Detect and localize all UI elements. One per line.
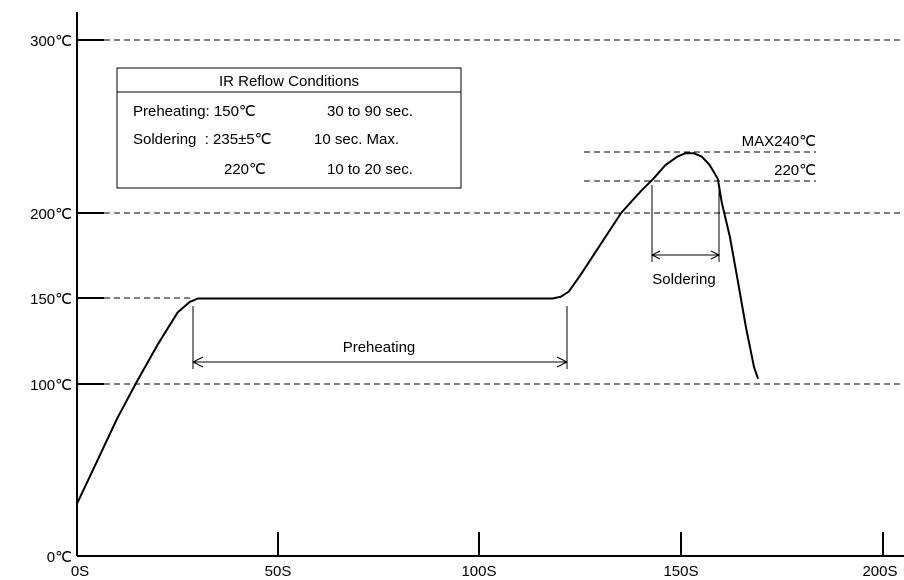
soldering-label: Soldering — [652, 271, 715, 288]
y-tick-labels: 300℃ 200℃ 150℃ 100℃ 0℃ — [30, 33, 72, 566]
y-tick-label-200: 200℃ — [30, 206, 72, 223]
reference-label-220: 220℃ — [774, 162, 816, 179]
conditions-row-1-value: 30 to 90 sec. — [327, 103, 413, 120]
y-ticks — [77, 39, 104, 385]
y-tick-label-100: 100℃ — [30, 377, 72, 394]
gridlines — [104, 39, 904, 385]
preheating-arrow-right-head — [556, 356, 569, 368]
conditions-title: IR Reflow Conditions — [219, 73, 359, 90]
x-tick-label-0: 0S — [71, 563, 89, 580]
reference-label-max240: MAX240℃ — [742, 133, 816, 150]
x-tick-label-100: 100S — [461, 563, 496, 580]
x-tick-label-50: 50S — [265, 563, 292, 580]
reflow-profile-curve — [76, 152, 760, 505]
conditions-row-3-label: 220℃ — [224, 161, 266, 178]
preheating-annotation — [191, 306, 569, 369]
preheating-arrow-left-head — [191, 356, 204, 368]
axes — [76, 12, 904, 557]
x-tick-label-150: 150S — [663, 563, 698, 580]
x-tick-labels: 0S 50S 100S 150S 200S — [71, 563, 898, 580]
conditions-row-3-value: 10 to 20 sec. — [327, 161, 413, 178]
soldering-arrow-left-head — [650, 250, 661, 260]
conditions-box: IR Reflow Conditions Preheating: 150℃ 30… — [116, 67, 462, 189]
conditions-row-2-value: 10 sec. Max. — [314, 131, 399, 148]
conditions-row-2-label: Soldering : 235±5℃ — [133, 131, 272, 148]
soldering-arrow-right-head — [710, 250, 721, 260]
x-ticks — [76, 532, 884, 556]
y-tick-label-150: 150℃ — [30, 291, 72, 308]
preheating-label: Preheating — [343, 339, 416, 356]
y-tick-label-0: 0℃ — [47, 549, 72, 566]
conditions-box-frame — [116, 67, 462, 189]
x-tick-label-200: 200S — [862, 563, 897, 580]
soldering-annotation — [650, 185, 721, 262]
y-tick-label-300: 300℃ — [30, 33, 72, 50]
reference-labels: MAX240℃ 220℃ — [742, 133, 816, 179]
conditions-row-1-label: Preheating: 150℃ — [133, 103, 256, 120]
